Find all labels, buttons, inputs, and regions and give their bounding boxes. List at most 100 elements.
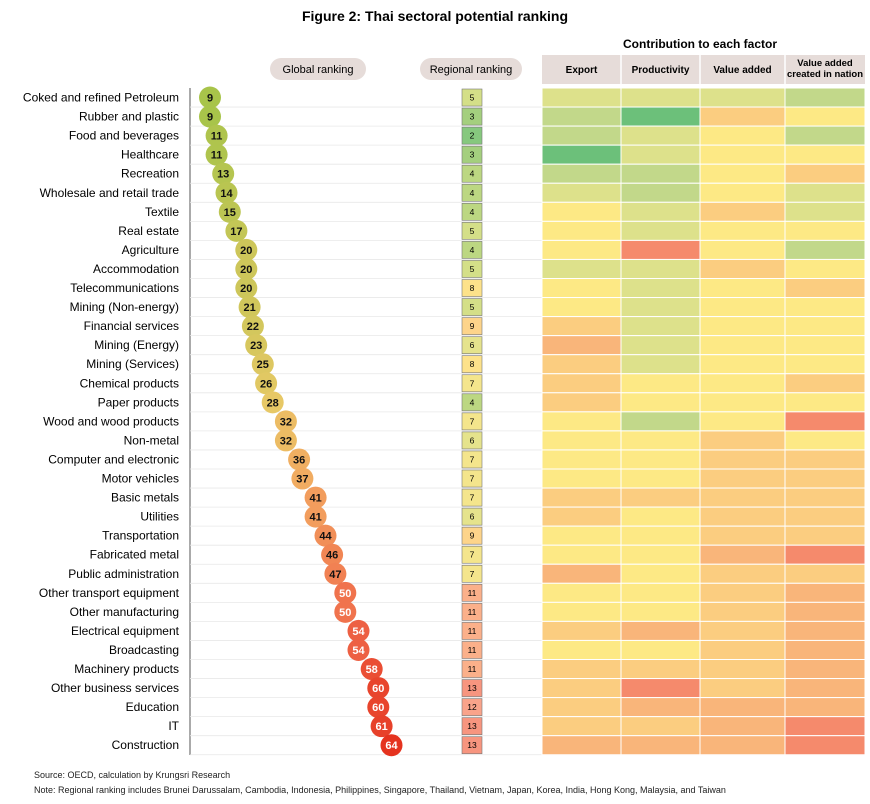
sector-label: Chemical products [80,376,179,390]
factor-cell [699,697,786,718]
factor-cell [620,335,701,356]
regional-rank-cell [461,431,483,450]
factor-cell [699,297,786,318]
regional-rank-value: 13 [467,721,477,731]
regional-rank-value: 7 [470,378,475,388]
factor-cell [541,487,622,508]
global-rank-value: 58 [366,664,378,676]
factor-cell [699,716,786,737]
sector-label: Construction [112,738,179,752]
global-rank-value: 64 [385,740,398,752]
regional-rank-cell [461,222,483,240]
factor-cell [784,544,866,565]
factor-cell [784,411,866,432]
sector-label: Healthcare [121,148,179,162]
factor-cell [699,354,786,375]
sector-label: Real estate [118,224,179,238]
regional-rank-cell [461,622,483,640]
sector-label: Motor vehicles [102,472,179,486]
factor-cell [784,258,866,280]
regional-rank-cell [461,298,483,316]
sector-label: Transportation [102,529,179,543]
factor-cell [784,278,866,299]
factor-cell [620,182,701,203]
sector-label: Other manufacturing [70,605,179,619]
global-rank-circle [347,619,370,642]
factor-cell [699,125,786,146]
regional-rank-value: 8 [470,283,475,293]
regional-rank-cell [461,374,483,393]
global-rank-circle [199,105,221,128]
contribution-header: Contribution to each factor [623,37,777,51]
global-rank-value: 54 [352,645,365,657]
factor-cell [541,182,622,203]
factor-cell [541,106,622,127]
regional-rank-cell [461,545,483,564]
factor-cell [784,697,866,718]
regional-rank-value: 3 [470,112,475,122]
global-rank-circle [218,200,241,223]
sector-label: Utilities [140,510,179,524]
regional-rank-cell [461,526,483,545]
factor-cell [699,335,786,356]
factor-cell [541,468,622,489]
factor-cell [699,411,786,432]
global-rank-circle [324,562,347,585]
factor-header-bg [542,55,865,84]
factor-cell [541,430,622,451]
factor-cell [620,354,701,375]
regional-rank-cell [461,507,483,526]
regional-rank-cell [461,317,483,335]
factor-cell [541,678,622,699]
factor-cell [784,487,866,508]
factor-cell [541,163,622,184]
factor-cell [699,182,786,203]
global-rank-circle [314,524,337,547]
global-rank-value: 32 [280,416,292,428]
factor-cell [699,659,786,680]
regional-rank-value: 4 [470,188,475,198]
factor-cell [699,506,786,527]
regional-rank-value: 2 [470,131,475,141]
regional-rank-value: 11 [468,664,477,674]
global-rank-value: 60 [372,702,384,714]
sector-label: Food and beverages [69,129,179,143]
global-rank-circle [235,277,258,300]
factor-cell [620,620,701,641]
regional-rank-value: 11 [468,607,477,617]
regional-rank-cell [461,88,483,107]
global-rank-value: 20 [240,283,252,295]
global-rank-value: 11 [211,150,223,162]
factor-cell [620,278,701,299]
regional-rank-cell [461,183,483,202]
regional-rank-value: 7 [470,550,475,560]
factor-cell [620,297,701,318]
factor-cell [620,373,701,394]
global-rank-value: 15 [224,207,236,219]
global-rank-value: 54 [352,626,365,638]
factor-cell [620,487,701,508]
regional-rank-value: 13 [467,740,477,750]
regional-rank-cell [461,260,483,278]
factor-cell [699,735,786,756]
factor-cell [620,563,701,584]
regional-rank-value: 11 [468,626,477,636]
factor-cell [541,525,622,546]
factor-cell [541,316,622,337]
regional-rank-cell [461,355,483,374]
regional-rank-cell [461,279,483,297]
sector-label: IT [168,719,179,733]
regional-rank-cell [461,641,483,659]
regional-rank-value: 4 [470,397,475,407]
factor-cell [784,449,866,470]
factor-cell [699,544,786,565]
regional-rank-value: 7 [470,493,475,503]
factor-cell [784,716,866,737]
global-rank-value: 37 [296,474,308,486]
global-rank-value: 21 [243,302,255,314]
regional-rank-value: 9 [470,321,475,331]
global-rank-circle [241,315,264,338]
factor-cell [784,182,866,203]
regional-rank-cell [461,450,483,469]
